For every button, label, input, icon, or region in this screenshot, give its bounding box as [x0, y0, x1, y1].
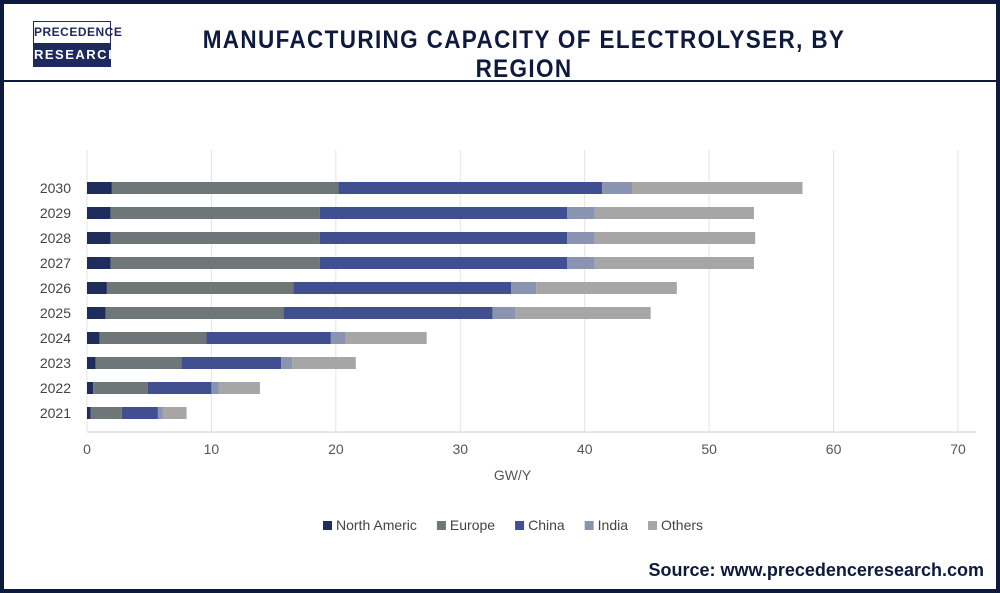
legend-swatch	[648, 521, 658, 530]
bar-segment-india	[567, 257, 595, 269]
bar-segment-china	[121, 407, 158, 419]
legend-label: China	[528, 517, 565, 533]
bar-segment-europe	[95, 357, 182, 369]
bar-segment-europe	[93, 382, 148, 394]
y-tick-label: 2022	[40, 380, 71, 396]
bar-segment-others	[631, 182, 803, 194]
bar-segment-china	[283, 307, 493, 319]
header: PRECEDENCE RESEARCH MANUFACTURING CAPACI…	[4, 4, 996, 83]
bar-chart: 0 10 20 30 40 50 60 70GW/Y202120222023202420252…	[40, 150, 976, 533]
bar-segment-india	[281, 357, 293, 369]
logo-bottom: RESEARCH	[34, 43, 117, 66]
bar-segment-europe	[110, 207, 320, 219]
bar-segment-china	[147, 382, 212, 394]
bar-segment-china	[319, 232, 568, 244]
bar-segment-north-americ	[87, 257, 111, 269]
bar-segment-china	[319, 257, 568, 269]
legend-label: North Americ	[336, 517, 417, 533]
bar-segment-europe	[99, 332, 207, 344]
bar-segment-north-americ	[87, 207, 111, 219]
bar-segment-others	[594, 207, 754, 219]
bar-segment-others	[218, 382, 260, 394]
bar-segment-others	[345, 332, 427, 344]
y-tick-label: 2026	[40, 280, 71, 296]
bar-segment-europe	[90, 407, 122, 419]
x-tick-label: 70	[950, 441, 966, 457]
bar-segment-north-americ	[87, 282, 107, 294]
bar-segment-india	[330, 332, 346, 344]
legend-label: Others	[661, 517, 703, 533]
bar-segment-india	[567, 232, 595, 244]
bar-segment-europe	[110, 257, 320, 269]
y-tick-label: 2024	[40, 330, 71, 346]
x-tick-label: 30	[452, 441, 468, 457]
legend-label: India	[598, 517, 629, 533]
bar-segment-north-americ	[87, 232, 111, 244]
legend-swatch	[436, 521, 446, 530]
bar-segment-india	[602, 182, 632, 194]
bar-segment-north-americ	[87, 332, 100, 344]
y-tick-label: 2027	[40, 255, 71, 271]
bar-segment-india	[567, 207, 595, 219]
bar-segment-china	[338, 182, 603, 194]
x-tick-label: 20	[328, 441, 344, 457]
bar-segment-india	[211, 382, 219, 394]
bar-segment-north-americ	[87, 182, 112, 194]
bar-segment-europe	[105, 307, 284, 319]
bar-segment-others	[162, 407, 187, 419]
bar-segment-europe	[106, 282, 294, 294]
bar-segment-north-americ	[87, 307, 106, 319]
chart-frame: PRECEDENCE RESEARCH MANUFACTURING CAPACI…	[4, 4, 996, 589]
y-tick-label: 2029	[40, 205, 71, 221]
bar-segment-north-americ	[87, 382, 94, 394]
y-tick-label: 2028	[40, 230, 71, 246]
x-tick-label: 10	[204, 441, 220, 457]
bar-segment-others	[292, 357, 356, 369]
chart-title: MANUFACTURING CAPACITY OF ELECTROLYSER, …	[202, 26, 846, 83]
legend-label: Europe	[450, 517, 495, 533]
logo-top: PRECEDENCE	[34, 22, 122, 43]
source-text: Source: www.precedenceresearch.com	[648, 560, 984, 580]
bar-segment-others	[536, 282, 677, 294]
x-tick-label: 40	[577, 441, 593, 457]
x-tick-label: 60	[826, 441, 842, 457]
legend-swatch	[515, 521, 525, 530]
logo: PRECEDENCE RESEARCH	[33, 21, 122, 67]
y-tick-label: 2021	[40, 405, 71, 421]
bar-segment-others	[594, 257, 754, 269]
y-tick-label: 2030	[40, 180, 71, 196]
bar-segment-china	[181, 357, 282, 369]
x-tick-label: 0	[83, 441, 91, 457]
bar-segment-china	[206, 332, 331, 344]
bar-segment-others	[594, 232, 756, 244]
y-tick-label: 2023	[40, 355, 71, 371]
bar-segment-india	[511, 282, 537, 294]
bar-segment-others	[515, 307, 651, 319]
bar-segment-china	[293, 282, 512, 294]
bar-segment-north-americ	[87, 407, 91, 419]
y-tick-label: 2025	[40, 305, 71, 321]
x-axis-label: GW/Y	[494, 467, 532, 483]
legend-swatch	[323, 521, 332, 530]
bar-segment-china	[319, 207, 568, 219]
bar-segment-india	[157, 407, 163, 419]
bar-segment-india	[492, 307, 516, 319]
bar-segment-europe	[111, 182, 339, 194]
bar-segment-north-americ	[87, 357, 96, 369]
x-tick-label: 50	[701, 441, 717, 457]
bar-segment-europe	[110, 232, 320, 244]
legend-swatch	[584, 521, 594, 530]
